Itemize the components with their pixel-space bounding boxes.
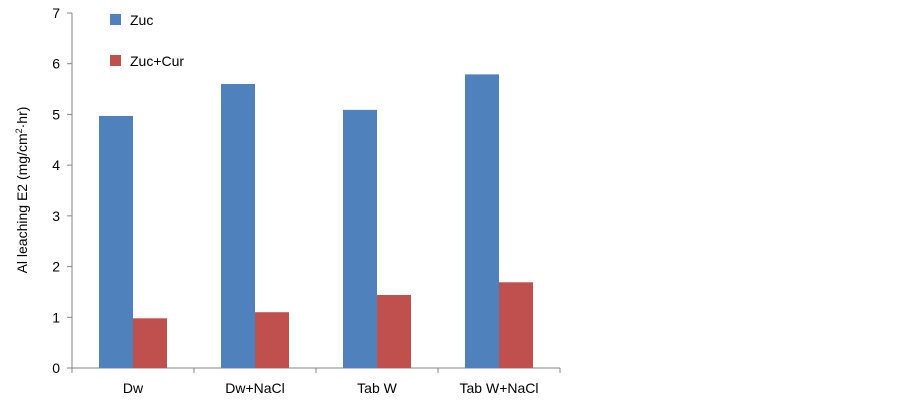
- y-tick-label: 3: [52, 208, 60, 224]
- y-tick-label: 2: [52, 259, 60, 275]
- x-tick-label: Tab W+NaCl: [460, 380, 539, 396]
- bar-zuc-3: [343, 109, 377, 368]
- bar-zuc-1: [99, 115, 133, 368]
- bar-zuc-4: [465, 74, 499, 368]
- x-tick-label: Tab W: [357, 380, 397, 396]
- y-tick-label: 1: [52, 309, 60, 325]
- y-axis: [67, 12, 73, 369]
- y-tick-label: 5: [52, 106, 60, 122]
- y-tick-label: 6: [52, 56, 60, 72]
- bar-zuc-cur-1: [133, 318, 167, 368]
- y-axis-label-main: Al leaching E2 (mg/cm: [14, 133, 30, 273]
- x-tick-label: Dw+NaCl: [225, 380, 285, 396]
- y-axis-label: Al leaching E2 (mg/cm2·hr): [14, 107, 30, 274]
- bar-zuc-2: [221, 84, 255, 368]
- legend-label: Zuc: [130, 12, 153, 28]
- y-tick-label: 0: [52, 360, 60, 376]
- x-tick-label: Dw: [123, 380, 144, 396]
- legend-label: Zuc+Cur: [130, 53, 184, 69]
- legend-swatch: [110, 55, 121, 66]
- y-tick-label: 4: [52, 157, 60, 173]
- bars-group: [99, 74, 533, 368]
- y-tick-label: 7: [52, 5, 60, 21]
- tick-labels-group: 0 1 2 3 4 5 6 7 Dw Dw+NaCl Tab W Tab W+NaCl: [52, 5, 538, 396]
- legend: Zuc Zuc+Cur: [110, 12, 184, 69]
- legend-swatch: [110, 14, 121, 25]
- bar-zuc-cur-3: [377, 294, 411, 368]
- y-axis-label-sup: 2: [14, 128, 24, 133]
- bar-zuc-cur-4: [499, 282, 533, 368]
- y-axis-label-tail: ·hr): [14, 107, 30, 129]
- x-axis: [71, 367, 561, 373]
- bar-zuc-cur-2: [255, 312, 289, 368]
